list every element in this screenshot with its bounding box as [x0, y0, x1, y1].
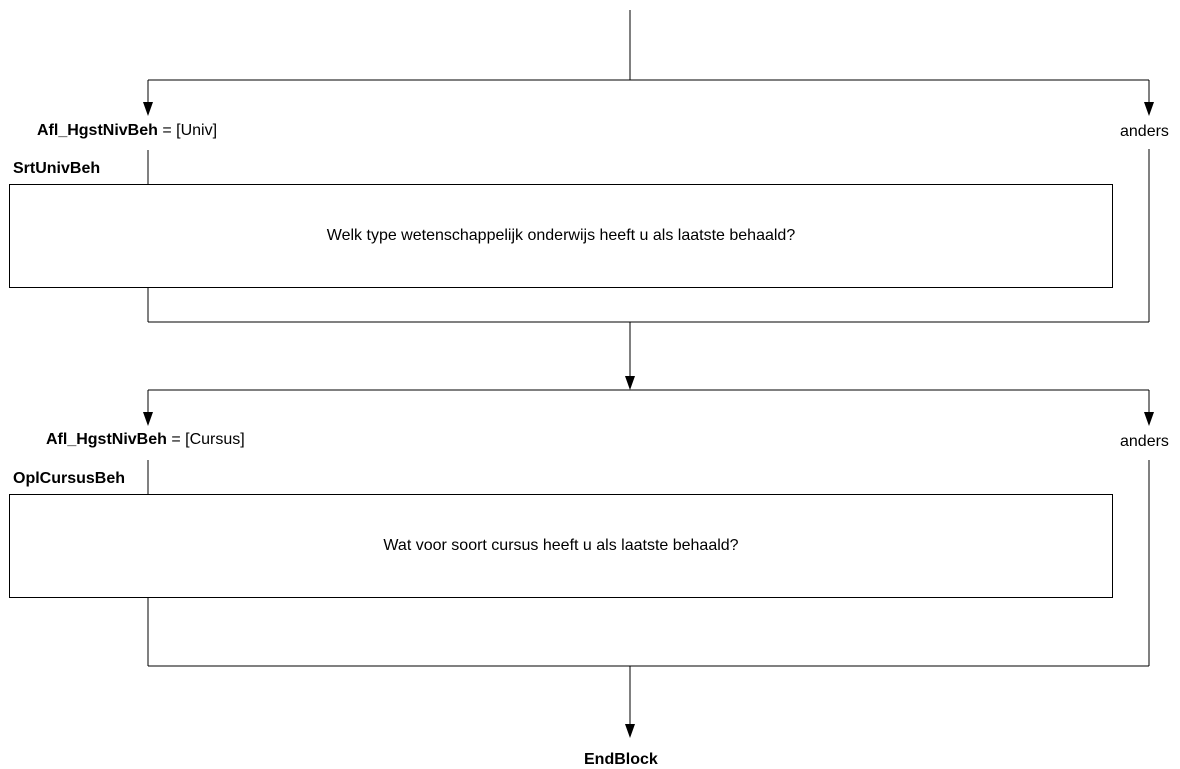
question-text-1: Welk type wetenschappelijk onderwijs hee… [326, 227, 796, 244]
else-label-2: anders [1120, 433, 1169, 450]
condition-value-1: = [Univ] [157, 122, 218, 139]
arrow-head [625, 724, 635, 738]
condition-variable-1: Afl_HgstNivBeh [37, 122, 158, 139]
condition-label-1: Afl_HgstNivBeh = [Univ] [37, 122, 217, 140]
condition-variable-2: Afl_HgstNivBeh [46, 431, 167, 448]
question-text-2: Wat voor soort cursus heeft u als laatst… [383, 537, 739, 554]
question-name-2: OplCursusBeh [13, 470, 126, 487]
arrow-head [143, 102, 153, 116]
arrow-head [143, 412, 153, 426]
question-box-2[interactable]: Wat voor soort cursus heeft u als laatst… [9, 494, 1113, 598]
else-label-1: anders [1120, 123, 1169, 140]
arrow-head [1144, 412, 1154, 426]
question-name-1: SrtUnivBeh [13, 160, 101, 177]
question-box-1[interactable]: Welk type wetenschappelijk onderwijs hee… [9, 184, 1113, 288]
arrow-head [1144, 102, 1154, 116]
end-block-label: EndBlock [584, 751, 658, 768]
arrow-head [625, 376, 635, 390]
condition-value-2: = [Cursus] [166, 431, 245, 448]
condition-label-2: Afl_HgstNivBeh = [Cursus] [46, 431, 245, 449]
